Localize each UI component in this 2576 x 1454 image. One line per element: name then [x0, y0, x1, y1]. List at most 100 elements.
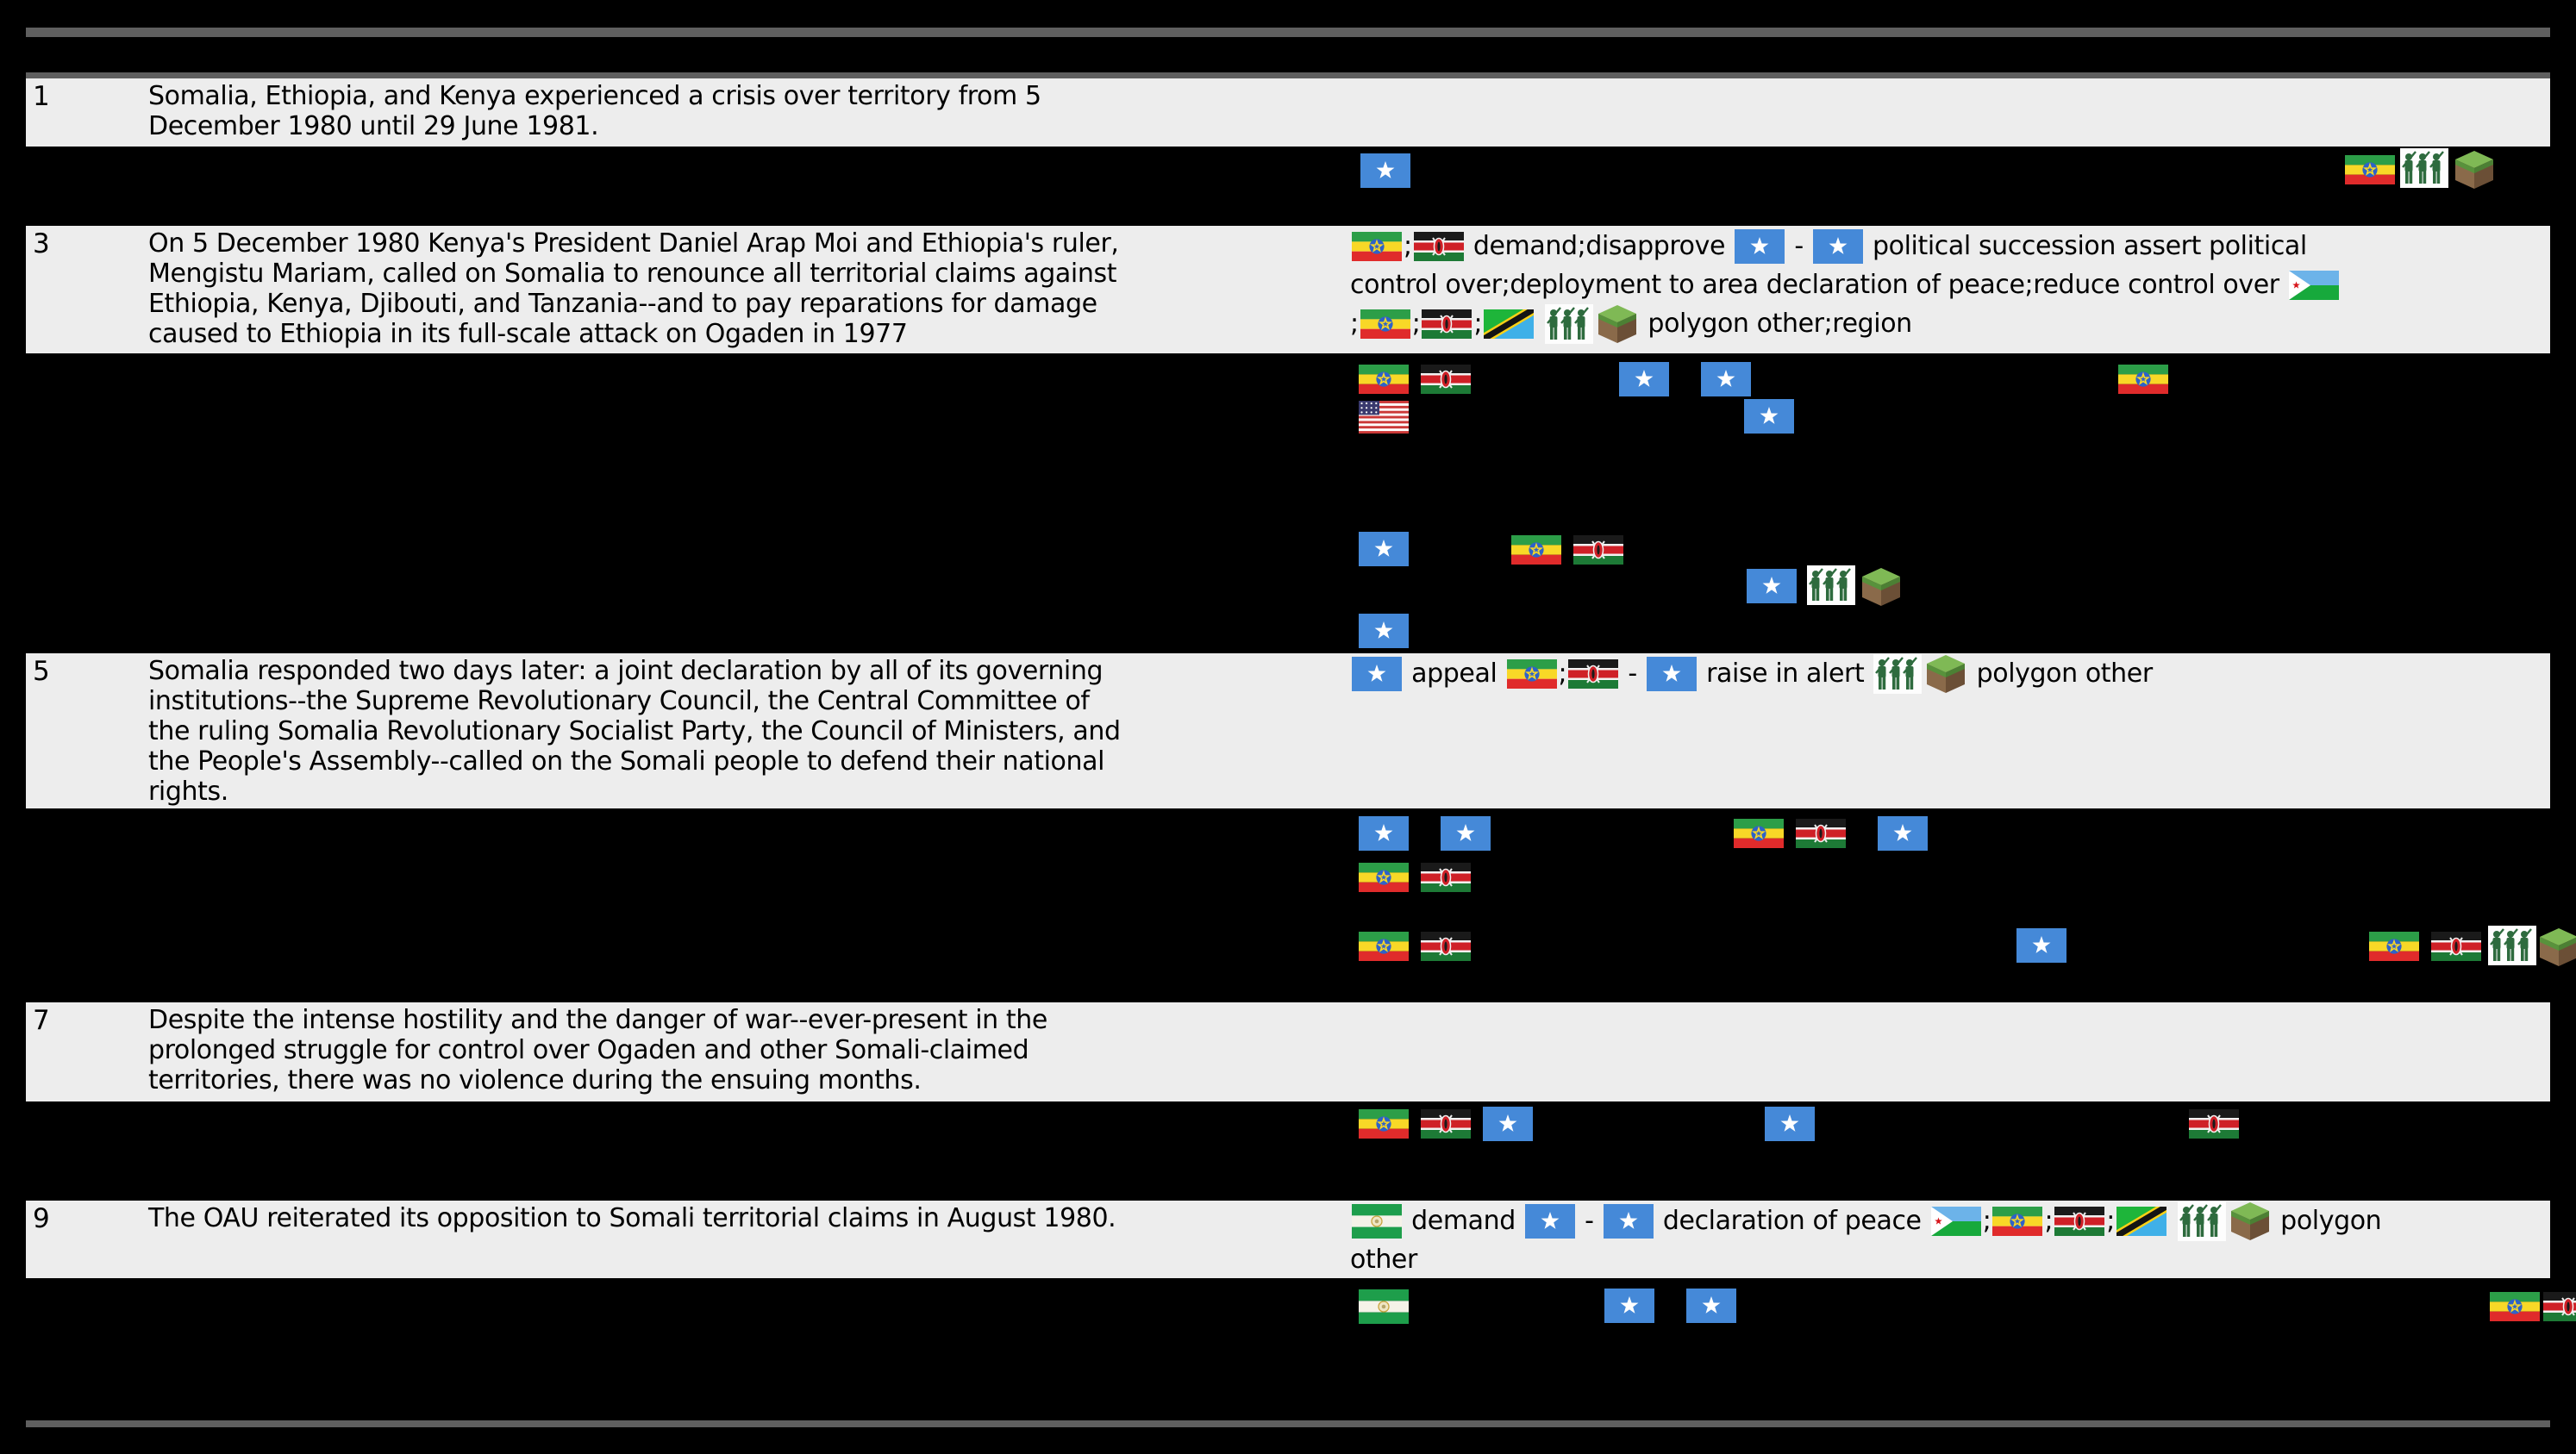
grass-block-icon	[1925, 654, 1966, 694]
sentence-text-line: caused to Ethiopia in its full-scale att…	[148, 319, 908, 349]
somalia-flag-marker[interactable]	[1360, 153, 1410, 188]
djibouti-flag-icon	[1930, 1206, 1981, 1236]
somalia-flag-icon	[1352, 656, 1402, 691]
soldiers-marker[interactable]	[2488, 926, 2536, 965]
somalia-flag-marker[interactable]	[2016, 928, 2066, 963]
oau-flag-icon	[1352, 1203, 1402, 1239]
somalia-flag-icon	[1735, 228, 1785, 264]
ethiopia-flag-icon	[1360, 309, 1410, 339]
annotation-text: demand;disapprove	[1465, 231, 1734, 261]
annotation-text: ;	[1350, 309, 1359, 339]
kenya-flag-marker[interactable]	[2543, 1292, 2576, 1321]
annotation-text: appeal	[1404, 658, 1505, 689]
annotation-line: ;;; polygon other;region	[1350, 303, 2550, 344]
soldiers-marker[interactable]	[2400, 148, 2448, 188]
kenya-flag-marker[interactable]	[1421, 863, 1471, 892]
annotation-line: demand - declaration of peace ;;; polygo…	[1350, 1201, 2550, 1241]
ethiopia-flag-marker[interactable]	[2118, 365, 2168, 394]
somalia-flag-marker[interactable]	[1483, 1107, 1533, 1141]
ethiopia-flag-marker[interactable]	[1359, 863, 1409, 892]
ethiopia-flag-marker[interactable]	[1359, 1109, 1409, 1139]
somalia-flag-marker[interactable]	[1765, 1107, 1815, 1141]
ethiopia-flag-marker[interactable]	[1359, 365, 1409, 394]
kenya-flag-icon	[1413, 231, 1464, 261]
ethiopia-flag-marker[interactable]	[1511, 535, 1561, 565]
kenya-flag-icon	[2054, 1206, 2105, 1236]
annotation-line: other	[1350, 1240, 2550, 1279]
sentence-row-5: 5 Somalia responded two days later: a joi…	[26, 653, 2550, 808]
grass-block-marker[interactable]	[2454, 150, 2495, 190]
somalia-flag-marker[interactable]	[1744, 399, 1794, 434]
sentence-text-line: prolonged struggle for control over Ogad…	[148, 1035, 1029, 1065]
annotation-text: polygon other	[1968, 658, 2154, 689]
ethiopia-flag-marker[interactable]	[2345, 155, 2395, 184]
sentence-text-line: Somalia responded two days later: a join…	[148, 656, 1104, 686]
ethiopia-flag-marker[interactable]	[1734, 819, 1784, 848]
ethiopia-flag-marker[interactable]	[1359, 932, 1409, 961]
somalia-flag-marker[interactable]	[1747, 569, 1797, 603]
somalia-flag-marker[interactable]	[1441, 816, 1491, 851]
sentence-text: Despite the intense hostility and the da…	[148, 1005, 1047, 1095]
oau-flag-marker[interactable]	[1359, 1289, 1409, 1324]
somalia-flag-marker[interactable]	[1701, 362, 1751, 396]
somalia-flag-marker[interactable]	[1359, 816, 1409, 851]
tanzania-flag-icon	[2116, 1206, 2166, 1236]
sentence-text-line: On 5 December 1980 Kenya's President Dan…	[148, 228, 1119, 259]
sentence-number: 9	[33, 1203, 50, 1234]
annotation-text: ;	[1411, 309, 1421, 339]
annotation-text: control over;deployment to area declarat…	[1350, 270, 2287, 300]
annotation-text: ;	[2106, 1206, 2115, 1236]
soldiers-icon	[2178, 1201, 2227, 1241]
annotation-text: raise in alert	[1698, 658, 1873, 689]
annotation-text: other	[1350, 1245, 1417, 1275]
tanzania-flag-icon	[1484, 309, 1535, 339]
annotation-text: -	[1620, 658, 1645, 689]
annotation-line: appeal ; - raise in alert polygon other	[1350, 653, 2550, 694]
somalia-flag-marker[interactable]	[1878, 816, 1928, 851]
ethiopia-flag-marker[interactable]	[2369, 932, 2419, 961]
annotation-text: ;	[1558, 658, 1567, 689]
kenya-flag-marker[interactable]	[2189, 1109, 2239, 1139]
usa-flag-marker[interactable]	[1359, 401, 1409, 434]
kenya-flag-marker[interactable]	[1421, 932, 1471, 961]
annotation-text: polygon	[2273, 1206, 2382, 1236]
grass-block-marker[interactable]	[1860, 567, 1902, 607]
somalia-flag-marker[interactable]	[1604, 1289, 1654, 1323]
sentence-text-line: the ruling Somalia Revolutionary Sociali…	[148, 716, 1121, 746]
kenya-flag-marker[interactable]	[1421, 1109, 1471, 1139]
somalia-flag-marker[interactable]	[1686, 1289, 1736, 1323]
annotation-text: declaration of peace	[1654, 1206, 1929, 1236]
top-separator-bar	[26, 28, 2550, 37]
djibouti-flag-icon	[2288, 270, 2339, 300]
somalia-flag-marker[interactable]	[1619, 362, 1669, 396]
annotation-text: -	[1786, 231, 1811, 261]
ethiopia-flag-icon	[1992, 1206, 2043, 1236]
annotation-column: demand - declaration of peace ;;; polygo…	[1350, 1201, 2550, 1279]
kenya-flag-marker[interactable]	[1796, 819, 1846, 848]
kenya-flag-marker[interactable]	[1573, 535, 1623, 565]
kenya-flag-marker[interactable]	[1421, 365, 1471, 394]
sentence-text-line: December 1980 until 29 June 1981.	[148, 111, 599, 141]
ethiopia-flag-icon	[1506, 658, 1557, 689]
sentence-number: 7	[33, 1005, 50, 1036]
grass-block-marker[interactable]	[2538, 927, 2576, 967]
sentence-text-line: Despite the intense hostility and the da…	[148, 1005, 1047, 1035]
kenya-flag-marker[interactable]	[2431, 932, 2481, 961]
sentence-text-line: territories, there was no violence durin…	[148, 1065, 922, 1095]
ethiopia-flag-marker[interactable]	[2490, 1292, 2540, 1321]
somalia-flag-marker[interactable]	[1359, 614, 1409, 648]
annotation-line: control over;deployment to area declarat…	[1350, 265, 2550, 304]
somalia-flag-marker[interactable]	[1359, 532, 1409, 566]
sentence-row-9: 9 The OAU reiterated its opposition to So…	[26, 1201, 2550, 1278]
annotation-text: ;	[1473, 309, 1483, 339]
annotation-text	[1535, 309, 1543, 339]
bottom-separator-bar	[26, 1420, 2550, 1427]
sentence-text: Somalia, Ethiopia, and Kenya experienced…	[148, 81, 1041, 141]
annotation-text: ;	[1404, 231, 1412, 261]
sentence-text-line: Somalia, Ethiopia, and Kenya experienced…	[148, 81, 1041, 111]
sentence-row-3: 3 On 5 December 1980 Kenya's President Da…	[26, 226, 2550, 353]
annotation-text: ;	[1982, 1206, 1991, 1236]
soldiers-marker[interactable]	[1807, 565, 1855, 605]
annotation-text: demand	[1404, 1206, 1524, 1236]
